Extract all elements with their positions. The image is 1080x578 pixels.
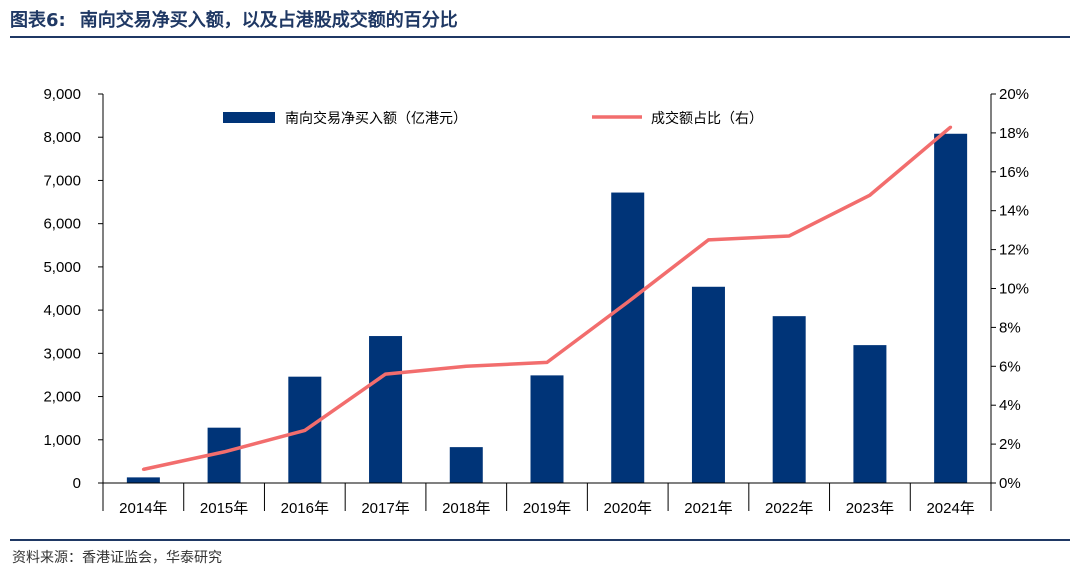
x-tick-label: 2022年 [765,500,813,517]
x-tick-label: 2018年 [442,500,490,517]
right-tick-label: 20% [999,86,1029,103]
bar [369,336,403,483]
x-tick-label: 2024年 [926,500,974,517]
bar [449,447,483,483]
share-point [949,125,953,129]
share-point [787,234,791,238]
left-tick-label: 1,000 [43,432,81,449]
x-tick-label: 2016年 [281,500,329,517]
bar [853,345,887,483]
x-tick-label: 2020年 [604,500,652,517]
figure-number: 图表6: [10,10,66,31]
left-tick-label: 4,000 [43,302,81,319]
legend-label-bars: 南向交易净买入额（亿港元） [285,110,467,126]
left-tick-label: 2,000 [43,389,81,406]
x-tick-label: 2023年 [846,500,894,517]
left-tick-label: 9,000 [43,86,81,103]
right-tick-label: 2% [999,436,1021,453]
right-tick-label: 0% [999,475,1021,492]
title-rule [10,36,1070,38]
share-point [545,360,549,364]
source-note: 资料来源：香港证监会，华泰研究 [12,550,222,566]
left-tick-label: 5,000 [43,259,81,276]
left-tick-label: 8,000 [43,129,81,146]
figure-title-text: 南向交易净买入额，以及占港股成交额的百分比 [79,10,458,31]
share-point [706,238,710,242]
left-tick-label: 6,000 [43,216,81,233]
bar [530,375,564,483]
left-tick-label: 3,000 [43,345,81,362]
bar [126,477,160,483]
share-point [141,467,145,471]
x-tick-label: 2021年 [684,500,732,517]
share-point [384,372,388,376]
figure-title: 图表6: 南向交易净买入额，以及占港股成交额的百分比 [10,6,458,32]
right-tick-label: 8% [999,319,1021,336]
x-tick-label: 2017年 [361,500,409,517]
right-tick-label: 16% [999,164,1029,181]
x-tick-label: 2015年 [200,500,248,517]
right-tick-label: 4% [999,397,1021,414]
bar [611,192,645,483]
share-point [222,450,226,454]
bar [772,316,806,483]
x-tick-label: 2014年 [119,500,167,517]
share-point [303,428,307,432]
share-point [464,364,468,368]
share-point [868,193,872,197]
right-tick-label: 12% [999,242,1029,259]
right-tick-label: 14% [999,203,1029,220]
right-tick-label: 18% [999,125,1029,142]
bar [691,286,725,483]
left-tick-label: 0 [73,475,81,492]
bar [934,133,968,483]
source-rule [10,539,1070,541]
x-tick-label: 2019年 [523,500,571,517]
legend-label-line: 成交额占比（右） [651,110,763,126]
right-tick-label: 10% [999,281,1029,298]
right-tick-label: 6% [999,358,1021,375]
share-point [626,300,630,304]
legend-swatch-bars [223,112,275,123]
left-tick-label: 7,000 [43,172,81,189]
